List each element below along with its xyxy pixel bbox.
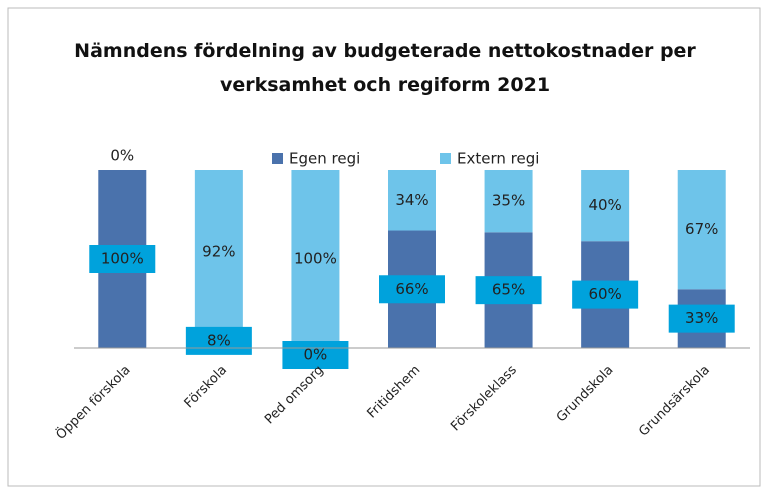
label-box: [185, 326, 252, 355]
bar-segment: [677, 170, 726, 290]
label-box: [668, 304, 735, 333]
data-label: 65%: [492, 281, 525, 299]
data-label: 0%: [304, 346, 328, 364]
bar-segment: [291, 170, 340, 348]
legend-label: Egen regi: [289, 150, 360, 168]
data-label: 35%: [492, 192, 525, 210]
legend-label: Extern regi: [457, 150, 539, 168]
label-box: [282, 341, 349, 369]
data-label: 33%: [685, 309, 718, 327]
data-label: 34%: [395, 191, 428, 209]
data-label: 40%: [588, 196, 621, 214]
legend-swatch: [272, 153, 283, 164]
bar-segment: [581, 170, 630, 242]
label-box: [89, 245, 156, 273]
data-label: 0%: [110, 147, 134, 165]
data-label: 8%: [207, 331, 231, 349]
legend-swatch: [440, 153, 451, 164]
bar-segment: [388, 170, 436, 231]
data-label: 92%: [202, 242, 235, 260]
data-label: 100%: [294, 250, 337, 268]
label-box: [572, 280, 639, 309]
data-label: 67%: [685, 220, 718, 238]
data-label: 60%: [588, 285, 621, 303]
bar-segment: [484, 170, 533, 233]
label-box: [379, 275, 445, 304]
label-box: [475, 276, 542, 305]
bar-segment: [194, 170, 243, 334]
data-label: 100%: [101, 250, 144, 268]
chart-title: Nämndens fördelning av budgeterade netto…: [74, 40, 696, 96]
data-label: 66%: [395, 280, 428, 298]
